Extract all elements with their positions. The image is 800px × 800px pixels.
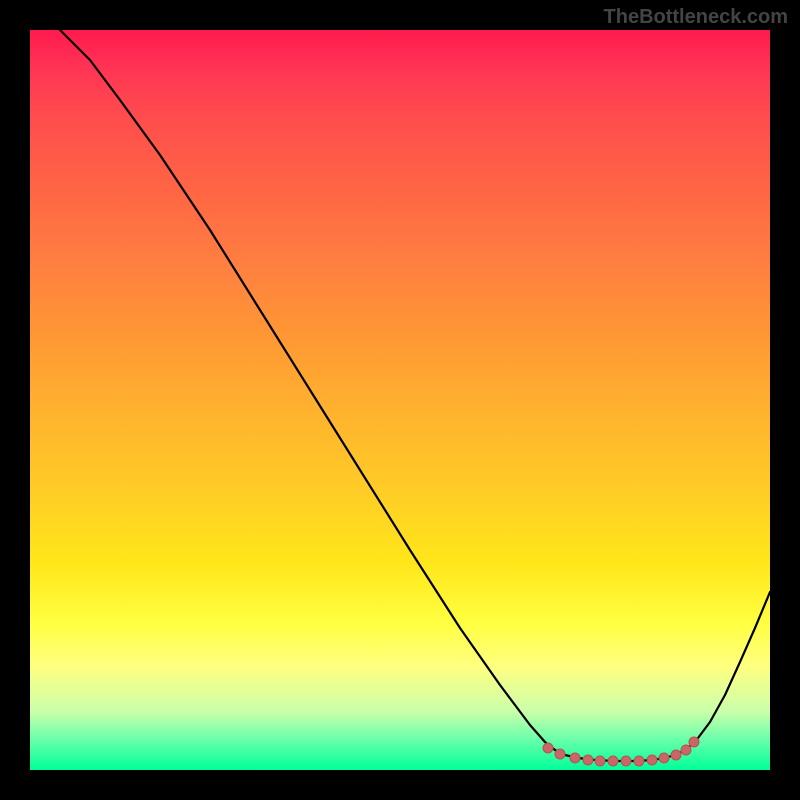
marker-point (608, 756, 618, 766)
curve-markers (543, 737, 699, 766)
marker-point (595, 756, 605, 766)
chart-overlay (30, 30, 770, 770)
marker-point (671, 750, 681, 760)
plot-area (30, 30, 770, 770)
marker-point (570, 753, 580, 763)
marker-point (543, 743, 553, 753)
watermark-text: TheBottleneck.com (604, 6, 788, 29)
marker-point (621, 756, 631, 766)
marker-point (555, 749, 565, 759)
marker-point (634, 756, 644, 766)
marker-point (583, 755, 593, 765)
marker-point (681, 745, 691, 755)
bottleneck-curve (60, 30, 770, 761)
marker-point (689, 737, 699, 747)
marker-point (659, 753, 669, 763)
marker-point (647, 755, 657, 765)
